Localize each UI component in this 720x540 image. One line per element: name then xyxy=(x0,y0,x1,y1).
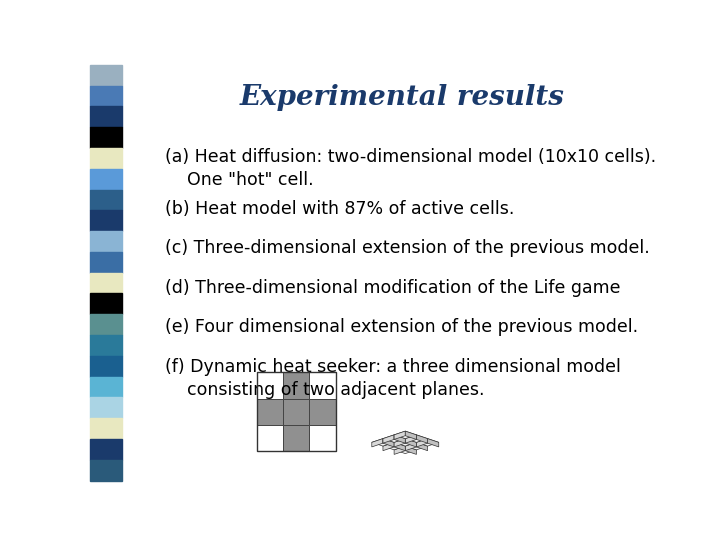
Polygon shape xyxy=(394,431,416,438)
Polygon shape xyxy=(394,438,416,446)
Bar xyxy=(90,460,122,481)
Bar xyxy=(90,314,122,335)
Polygon shape xyxy=(383,442,405,450)
Bar xyxy=(284,399,310,425)
Bar xyxy=(90,356,122,377)
Bar xyxy=(284,373,310,399)
Bar xyxy=(90,65,122,85)
Polygon shape xyxy=(416,435,428,443)
Polygon shape xyxy=(394,446,416,454)
Polygon shape xyxy=(383,442,394,451)
Polygon shape xyxy=(405,435,428,442)
Polygon shape xyxy=(405,442,416,451)
Text: (a) Heat diffusion: two-dimensional model (10x10 cells).
    One "hot" cell.: (a) Heat diffusion: two-dimensional mode… xyxy=(166,148,657,189)
Bar xyxy=(90,106,122,127)
Bar xyxy=(258,425,284,451)
Bar xyxy=(310,399,336,425)
Bar xyxy=(90,439,122,460)
Bar xyxy=(90,273,122,294)
Bar xyxy=(90,190,122,211)
Text: (b) Heat model with 87% of active cells.: (b) Heat model with 87% of active cells. xyxy=(166,200,515,218)
Polygon shape xyxy=(383,438,394,447)
Polygon shape xyxy=(405,442,428,450)
Bar xyxy=(90,335,122,356)
Bar xyxy=(90,85,122,106)
Polygon shape xyxy=(372,438,383,447)
Bar xyxy=(90,148,122,168)
Text: (d) Three-dimensional modification of the Life game: (d) Three-dimensional modification of th… xyxy=(166,279,621,297)
Bar xyxy=(90,168,122,190)
Polygon shape xyxy=(394,446,405,454)
Bar xyxy=(90,252,122,273)
Bar xyxy=(90,127,122,148)
Polygon shape xyxy=(405,438,416,447)
Bar xyxy=(258,373,336,451)
Bar xyxy=(284,425,310,451)
Polygon shape xyxy=(394,442,405,451)
Text: (e) Four dimensional extension of the previous model.: (e) Four dimensional extension of the pr… xyxy=(166,319,639,336)
Polygon shape xyxy=(394,438,405,447)
Polygon shape xyxy=(405,431,416,440)
Bar xyxy=(90,294,122,314)
Text: (f) Dynamic heat seeker: a three dimensional model
    consisting of two adjacen: (f) Dynamic heat seeker: a three dimensi… xyxy=(166,358,621,399)
Bar xyxy=(310,425,336,451)
Polygon shape xyxy=(416,438,428,447)
Polygon shape xyxy=(383,435,394,443)
Bar xyxy=(90,397,122,418)
Polygon shape xyxy=(416,438,438,446)
Polygon shape xyxy=(428,438,438,447)
Text: (c) Three-dimensional extension of the previous model.: (c) Three-dimensional extension of the p… xyxy=(166,239,650,258)
Bar xyxy=(258,399,284,425)
Bar xyxy=(310,373,336,399)
Bar xyxy=(258,373,284,399)
Bar xyxy=(90,210,122,231)
Polygon shape xyxy=(394,435,405,443)
Polygon shape xyxy=(394,431,405,440)
Polygon shape xyxy=(405,435,416,443)
Bar xyxy=(90,231,122,252)
Polygon shape xyxy=(405,446,416,454)
Polygon shape xyxy=(372,438,394,446)
Polygon shape xyxy=(383,435,405,442)
Polygon shape xyxy=(416,442,428,451)
Bar xyxy=(90,418,122,439)
Text: Experimental results: Experimental results xyxy=(240,84,565,111)
Bar xyxy=(90,377,122,397)
